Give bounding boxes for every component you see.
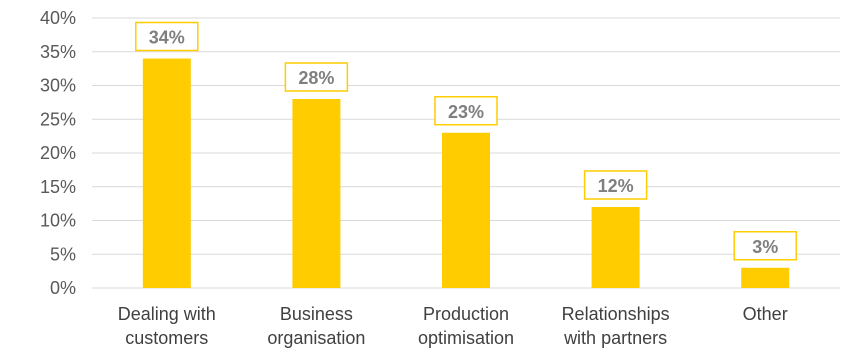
- bar: [591, 207, 640, 288]
- y-tick-label: 10%: [40, 211, 76, 231]
- y-tick-label: 20%: [40, 143, 76, 163]
- bars: [142, 58, 790, 288]
- category-label: Other: [743, 304, 788, 324]
- data-label: 23%: [448, 102, 484, 122]
- data-label: 12%: [598, 176, 634, 196]
- y-axis-ticks: 0% 5% 10% 15% 20% 25% 30% 35% 40%: [40, 8, 76, 298]
- category-label: Dealing with customers: [118, 304, 216, 348]
- bar: [292, 99, 341, 288]
- data-label-box: [583, 170, 648, 200]
- y-tick-label: 0%: [50, 278, 76, 298]
- data-labels: 34% 28% 23% 12% 3%: [135, 21, 797, 261]
- y-tick-label: 30%: [40, 76, 76, 96]
- data-label: 3%: [752, 237, 778, 257]
- category-label: Production optimisation: [418, 304, 514, 348]
- bar: [741, 267, 790, 288]
- data-label-box: [135, 21, 199, 52]
- data-label-box: [284, 62, 349, 92]
- category-labels: Dealing with customers Business organisatio…: [118, 304, 788, 348]
- y-tick-label: 25%: [40, 109, 76, 129]
- data-label: 28%: [298, 68, 334, 88]
- data-label-box: [733, 231, 797, 261]
- data-label-box: [434, 96, 498, 126]
- y-tick-label: 5%: [50, 244, 76, 264]
- data-label: 34%: [149, 28, 185, 48]
- y-tick-label: 40%: [40, 8, 76, 28]
- y-tick-label: 35%: [40, 42, 76, 62]
- bar: [142, 58, 191, 288]
- y-tick-label: 15%: [40, 177, 76, 197]
- bar: [442, 132, 490, 288]
- category-label: Business organisation: [267, 304, 365, 348]
- category-label: Relationships with partners: [562, 304, 670, 348]
